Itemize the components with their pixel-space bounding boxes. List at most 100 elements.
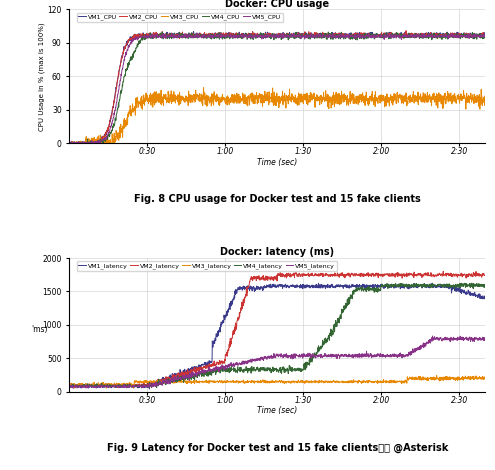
Line: VM1_CPU: VM1_CPU [69, 31, 485, 145]
VM4_latency [482, 284, 488, 290]
VM4_CPU [66, 140, 72, 146]
VM1_CPU [74, 139, 80, 145]
VM5_latency [254, 357, 260, 362]
VM4_CPU [72, 142, 78, 148]
VM5_latency [353, 353, 359, 359]
VM5_latency [482, 336, 488, 341]
VM4_latency [455, 282, 461, 288]
VM3_CPU [482, 93, 488, 99]
Line: VM5_CPU: VM5_CPU [69, 33, 485, 145]
VM4_CPU [325, 29, 331, 35]
Title: Docker: CPU usage: Docker: CPU usage [225, 0, 329, 8]
VM3_latency [74, 384, 80, 389]
VM3_latency [456, 374, 462, 380]
VM3_CPU [74, 140, 80, 146]
VM5_CPU [141, 34, 147, 40]
VM2_CPU [456, 32, 462, 38]
VM5_latency [141, 383, 147, 389]
VM5_CPU [194, 30, 200, 36]
Line: VM3_CPU: VM3_CPU [69, 88, 485, 144]
VM3_latency [279, 379, 285, 385]
VM3_latency [482, 376, 488, 381]
VM5_CPU [255, 35, 261, 41]
VM4_CPU [74, 140, 80, 146]
VM1_CPU [482, 33, 488, 39]
VM5_latency [74, 384, 80, 390]
VM1_CPU [141, 31, 147, 37]
VM4_latency [353, 286, 359, 292]
X-axis label: Time (sec): Time (sec) [257, 407, 297, 415]
VM3_latency [434, 373, 440, 378]
VM2_CPU [279, 34, 285, 39]
VM5_latency [430, 333, 436, 339]
VM2_CPU [353, 31, 359, 37]
VM5_CPU [353, 34, 359, 39]
VM1_CPU [353, 31, 359, 37]
Line: VM3_latency: VM3_latency [69, 376, 485, 388]
VM3_CPU [78, 141, 84, 147]
VM5_latency [456, 337, 462, 342]
VM4_CPU [456, 34, 462, 39]
VM4_latency [74, 383, 80, 389]
VM5_CPU [456, 34, 462, 40]
VM4_latency [279, 364, 285, 370]
VM1_latency [456, 288, 462, 293]
VM2_latency [74, 383, 80, 388]
VM5_CPU [78, 142, 84, 148]
Text: Fig. 8 CPU usage for Docker test and 15 fake clients: Fig. 8 CPU usage for Docker test and 15 … [134, 194, 421, 204]
VM5_latency [66, 384, 72, 390]
VM4_latency [254, 364, 260, 370]
VM3_CPU [66, 140, 72, 145]
VM2_latency [149, 384, 155, 390]
VM4_CPU [482, 35, 488, 41]
VM4_latency [66, 383, 72, 388]
VM1_latency [353, 282, 359, 288]
VM2_CPU [254, 32, 260, 38]
Line: VM4_latency: VM4_latency [69, 283, 485, 388]
VM4_CPU [254, 34, 260, 40]
VM1_CPU [73, 142, 79, 148]
Line: VM5_latency: VM5_latency [69, 336, 485, 388]
VM1_latency [315, 281, 321, 286]
VM3_latency [131, 385, 137, 391]
VM2_CPU [77, 141, 83, 147]
VM1_CPU [456, 31, 462, 37]
VM1_CPU [280, 33, 286, 39]
Title: Docker: latency (ms): Docker: latency (ms) [220, 247, 334, 257]
VM2_CPU [66, 140, 72, 146]
VM5_CPU [280, 32, 286, 38]
VM4_CPU [141, 34, 147, 40]
VM2_latency [353, 271, 359, 277]
VM1_CPU [255, 32, 261, 38]
VM2_latency [456, 272, 462, 278]
VM3_CPU [353, 100, 359, 106]
VM2_latency [279, 272, 285, 277]
VM3_latency [66, 382, 72, 387]
VM3_latency [254, 379, 260, 385]
VM2_CPU [74, 141, 80, 147]
VM4_latency [469, 280, 475, 286]
VM3_CPU [456, 95, 462, 101]
VM2_CPU [482, 31, 488, 37]
VM2_latency [440, 268, 446, 274]
Y-axis label: CPU Usage in % (max is 100%): CPU Usage in % (max is 100%) [38, 22, 45, 131]
VM3_latency [141, 378, 147, 384]
VM5_latency [70, 385, 76, 391]
Legend: VM1_latency, VM2_latency, VM3_latency, VM4_latency, VM5_latency: VM1_latency, VM2_latency, VM3_latency, V… [77, 261, 337, 271]
VM4_latency [148, 385, 154, 391]
VM3_CPU [255, 97, 261, 102]
VM1_CPU [191, 29, 197, 34]
VM3_CPU [141, 95, 147, 101]
Legend: VM1_CPU, VM2_CPU, VM3_CPU, VM4_CPU, VM5_CPU: VM1_CPU, VM2_CPU, VM3_CPU, VM4_CPU, VM5_… [77, 13, 283, 22]
VM3_CPU [280, 88, 286, 94]
X-axis label: Time (sec): Time (sec) [257, 157, 297, 167]
VM2_latency [141, 383, 147, 389]
Line: VM2_CPU: VM2_CPU [69, 31, 485, 144]
VM1_latency [279, 282, 285, 288]
VM3_latency [353, 379, 359, 385]
VM5_CPU [66, 140, 72, 146]
Line: VM2_latency: VM2_latency [69, 271, 485, 387]
VM1_latency [141, 383, 147, 388]
VM2_CPU [141, 32, 147, 38]
VM5_CPU [482, 31, 488, 37]
